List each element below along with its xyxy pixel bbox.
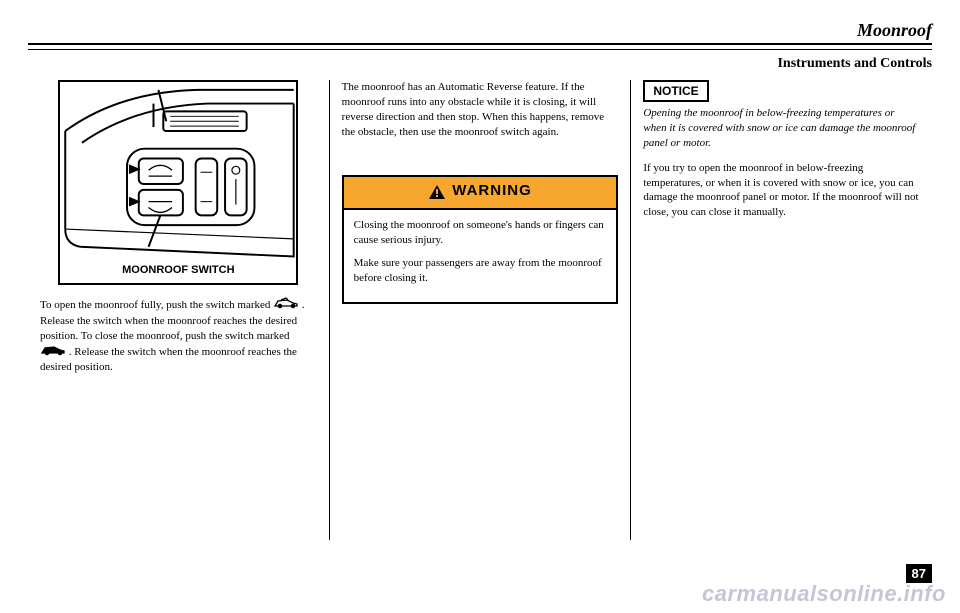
- content-columns: MOONROOF SWITCH To open the moonroof ful…: [28, 80, 932, 540]
- chapter-label: Instruments and Controls: [28, 56, 932, 72]
- auto-reverse-paragraph: The moonroof has an Automatic Reverse fe…: [342, 80, 619, 139]
- warning-paragraph-1: Closing the moonroof on someone's hands …: [354, 218, 607, 248]
- open-text-1: To open the moonroof fully, push the swi…: [40, 299, 270, 311]
- open-paragraph: To open the moonroof fully, push the swi…: [40, 297, 317, 375]
- page: Moonroof Instruments and Controls: [0, 0, 960, 613]
- notice-paragraph-1: Opening the moonroof in below-freezing t…: [643, 106, 920, 151]
- warning-body: Closing the moonroof on someone's hands …: [344, 210, 617, 301]
- column-3: NOTICE Opening the moonroof in below-fre…: [631, 80, 932, 540]
- warning-header: WARNING: [344, 177, 617, 210]
- after-notice-paragraph: If you try to open the moonroof in below…: [643, 161, 920, 220]
- notice-body: Opening the moonroof in below-freezing t…: [643, 106, 920, 151]
- column-2: The moonroof has an Automatic Reverse fe…: [330, 80, 632, 540]
- switch-drawing: [60, 82, 296, 283]
- warning-title: WARNING: [452, 181, 532, 201]
- column-1: MOONROOF SWITCH To open the moonroof ful…: [28, 80, 330, 540]
- warning-triangle-icon: [428, 184, 446, 200]
- thin-rule: [28, 49, 932, 50]
- car-close-icon: [40, 344, 66, 361]
- moonroof-switch-illustration: MOONROOF SWITCH: [58, 80, 298, 285]
- watermark: carmanualsonline.info: [702, 581, 946, 607]
- open-text-3: . Release the switch when the moonroof r…: [40, 345, 297, 373]
- notice-label: NOTICE: [643, 80, 708, 102]
- warning-paragraph-2: Make sure your passengers are away from …: [354, 256, 607, 286]
- thick-rule: [28, 43, 932, 45]
- car-open-icon: [273, 297, 299, 314]
- illustration-label: MOONROOF SWITCH: [60, 263, 296, 278]
- section-title: Moonroof: [28, 20, 932, 41]
- warning-box: WARNING Closing the moonroof on someone'…: [342, 175, 619, 303]
